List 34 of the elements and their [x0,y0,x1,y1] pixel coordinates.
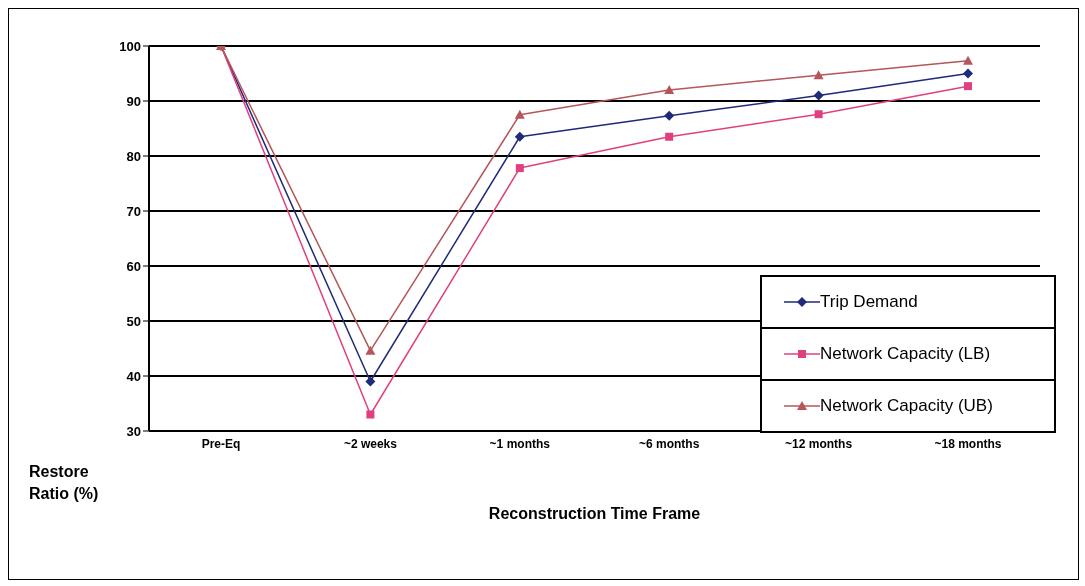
point [813,70,824,80]
point [813,90,824,101]
x-tick-label: ~6 months [639,436,700,451]
x-tick-label: ~12 months [785,436,853,451]
point [964,82,972,91]
point [365,345,376,355]
x-tick-label: Pre-Eq [201,436,241,451]
legend-label: Network Capacity (UB) [820,396,993,416]
y-tick-label: 40 [126,368,141,384]
y-tick-label: 100 [119,38,141,54]
y-tick-label: 50 [126,313,141,329]
x-tick-label: ~2 weeks [343,436,398,451]
y-axis-title: Restore Ratio (%) [29,462,100,504]
point [365,376,376,387]
point [664,85,675,94]
point [814,110,823,119]
legend-label: Network Capacity (LB) [820,344,991,364]
legend-label: Trip Demand [820,292,918,312]
point [664,110,675,121]
y-tick-label: 30 [126,423,141,439]
point [514,109,525,119]
y-tick-label: 60 [126,258,141,274]
point [963,55,973,65]
x-tick-label: ~1 months [489,436,551,451]
y-tick-label: 80 [126,148,141,164]
x-axis-title: Reconstruction Time Frame [487,505,702,523]
point [515,164,524,173]
point [963,68,973,79]
y-tick-label: 90 [126,93,141,109]
x-tick-label: ~18 months [934,436,1002,451]
point [366,410,375,419]
point [514,131,525,142]
y-tick-label: 70 [126,203,141,219]
point [665,132,674,141]
